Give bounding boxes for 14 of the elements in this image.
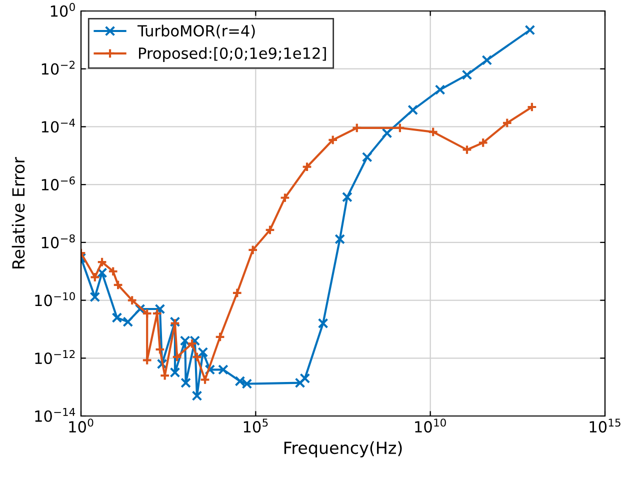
y-tick-label: 10$^{−10}$ — [35, 292, 75, 306]
x-tick-label: 10$^{5}$ — [244, 418, 268, 433]
x-tick-label: 10$^{10}$ — [415, 418, 446, 433]
x-axis-title: Frequency(Hz) — [284, 441, 402, 458]
x-tick-label: 10$^{15}$ — [590, 418, 620, 433]
y-tick-label: 10$^{−8}$ — [42, 234, 75, 248]
y-tick-label: 10$^{0}$ — [50, 2, 75, 17]
legend-label: Proposed:[0;0;1e9;1e12] — [139, 47, 326, 62]
y-tick-label: 10$^{−12}$ — [35, 350, 75, 364]
y-tick-label: 10$^{−2}$ — [42, 60, 75, 75]
y-tick-label: 10$^{−6}$ — [42, 176, 75, 190]
y-tick-label: 10$^{−4}$ — [42, 118, 75, 133]
legend-label: TurboMOR(r=4) — [137, 24, 255, 38]
y-axis-title: Relative Error — [12, 156, 25, 268]
